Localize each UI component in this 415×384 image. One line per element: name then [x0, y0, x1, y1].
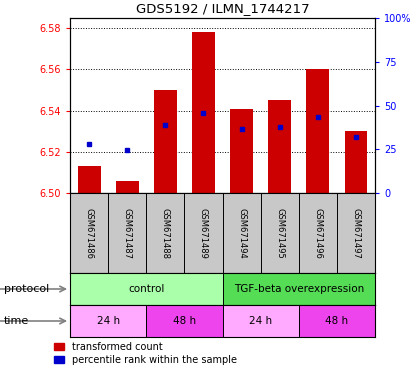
Bar: [78, 166, 100, 193]
Bar: [192, 32, 215, 193]
Text: 48 h: 48 h: [325, 316, 349, 326]
Title: GDS5192 / ILMN_1744217: GDS5192 / ILMN_1744217: [136, 2, 309, 15]
Text: 48 h: 48 h: [173, 316, 196, 326]
Text: GSM671486: GSM671486: [85, 207, 93, 258]
Text: GSM671494: GSM671494: [237, 208, 246, 258]
Text: GSM671489: GSM671489: [199, 208, 208, 258]
Text: GSM671496: GSM671496: [313, 208, 322, 258]
Bar: [306, 70, 329, 193]
Bar: [154, 90, 177, 193]
Text: GSM671495: GSM671495: [275, 208, 284, 258]
Text: time: time: [4, 316, 29, 326]
Text: GSM671497: GSM671497: [352, 208, 361, 258]
Bar: [299, 305, 375, 337]
Bar: [268, 100, 291, 193]
Bar: [222, 273, 375, 305]
Text: GSM671487: GSM671487: [123, 207, 132, 258]
Bar: [230, 109, 253, 193]
Bar: [116, 180, 139, 193]
Bar: [70, 305, 146, 337]
Text: control: control: [128, 284, 164, 294]
Bar: [222, 305, 299, 337]
Bar: [344, 131, 367, 193]
Text: TGF-beta overexpression: TGF-beta overexpression: [234, 284, 364, 294]
Legend: transformed count, percentile rank within the sample: transformed count, percentile rank withi…: [54, 342, 237, 365]
Text: 24 h: 24 h: [249, 316, 272, 326]
Text: 24 h: 24 h: [97, 316, 120, 326]
Text: GSM671488: GSM671488: [161, 207, 170, 258]
Bar: [70, 273, 222, 305]
Text: protocol: protocol: [4, 284, 49, 294]
Bar: [146, 305, 222, 337]
